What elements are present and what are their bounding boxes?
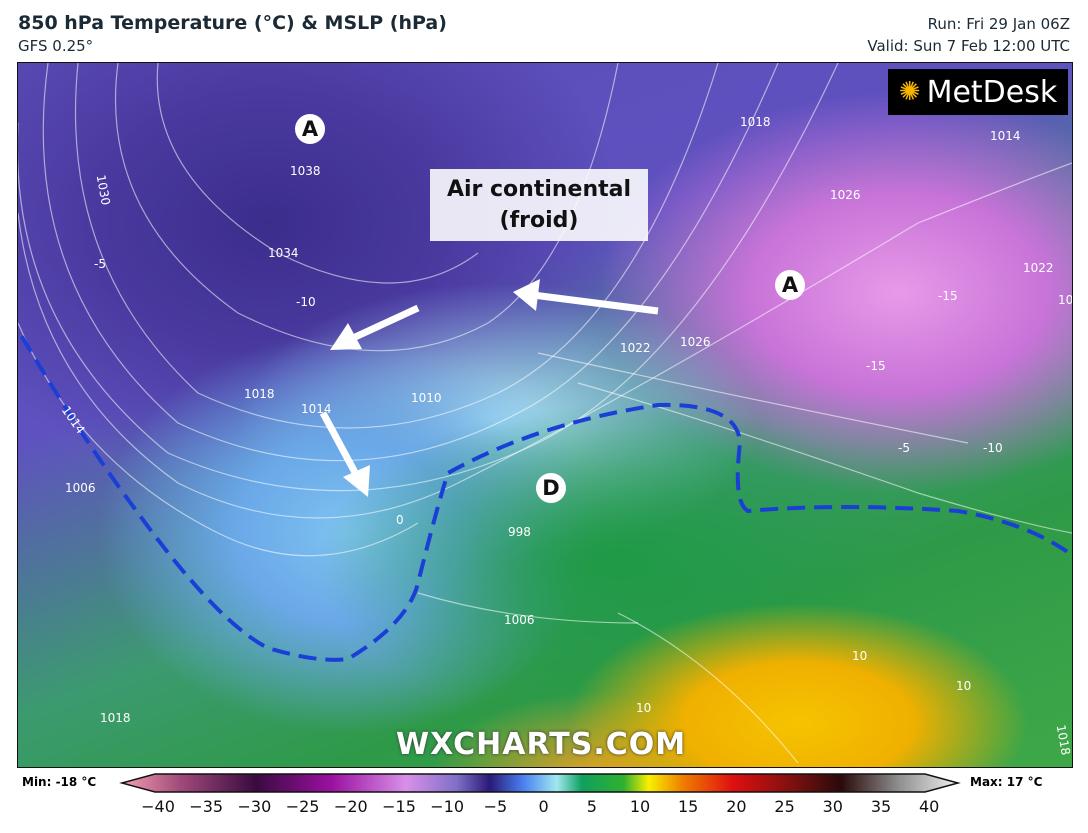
colorbar-tick-label: −30 [237,797,272,816]
callout-line2: (froid) [499,208,579,233]
temp-label: 0 [396,513,404,527]
isobar-label: 1022 [1023,261,1054,275]
isobar-label: 1006 [65,481,96,495]
weather-map: ✺ MetDesk Air continental (froid) A A D 1… [17,62,1073,768]
colorbar-tick-label: 25 [774,797,795,816]
air-mass-callout: Air continental (froid) [430,169,648,241]
isobar-label: 1026 [1058,293,1073,307]
temp-label: -5 [898,441,910,455]
colorbar-tick-label: 30 [822,797,843,816]
colorbar-tick-label: −10 [430,797,465,816]
temp-label: -15 [938,289,958,303]
high-pressure-marker: A [775,270,805,300]
colorbar-tick-label: −15 [382,797,416,816]
isobar-label: 1006 [504,613,535,627]
colorbar-tick-label: 35 [870,797,892,816]
isobar-label: 1022 [620,341,651,355]
isobar-label: 1014 [990,129,1021,143]
isobar-label: 1034 [268,246,299,260]
colorbar-tick-label: 10 [629,797,651,816]
isobar-label: 1018 [100,711,131,725]
colorbar-tick-label: −35 [189,797,224,816]
colorbar-tick-label: 5 [586,797,597,816]
colorbar [119,773,961,793]
colorbar-tick-label: −20 [333,797,368,816]
temp-label: -10 [983,441,1003,455]
colorbar-tick-label: 40 [919,797,940,816]
temp-label: 10 [636,701,652,715]
colorbar-tick-label: 15 [678,797,699,816]
callout-line1: Air continental [446,177,632,202]
watermark: WXCHARTS.COM [396,727,687,762]
run-label: Run: Fri 29 Jan 06Z [927,15,1070,33]
burst-icon: ✺ [898,77,921,107]
model-label: GFS 0.25° [18,37,94,55]
isobar-label: 1038 [290,164,321,178]
isobar-label: 1026 [830,188,861,202]
colorbar-tick-label: −25 [285,797,320,816]
metdesk-logo: ✺ MetDesk [888,69,1068,115]
front-line [18,326,1072,662]
isobar-label: 998 [508,525,531,539]
colorbar-tick-label: 20 [726,797,747,816]
temp-label: 10 [852,649,868,663]
min-label: Min: -18 °C [22,775,97,789]
colorbar-tick-label: −5 [483,797,508,816]
map-overlay [18,63,1072,764]
low-pressure-marker: D [536,473,566,503]
colorbar-tick-label: 0 [538,797,549,816]
max-label: Max: 17 °C [970,775,1043,789]
high-pressure-marker: A [295,114,325,144]
isobars [18,63,1072,764]
temp-label: -5 [94,257,106,271]
temp-label: 10 [956,679,972,693]
temp-label: -15 [866,359,886,373]
colorbar-scale [119,773,961,793]
isobar-label: 1010 [411,391,442,405]
isobar-label: 1014 [301,402,332,416]
logo-text: MetDesk [926,74,1058,110]
isobar-label: 1018 [740,115,771,129]
isobar-label: 1018 [244,387,275,401]
valid-label: Valid: Sun 7 Feb 12:00 UTC [867,37,1070,55]
arrows [319,279,659,497]
temp-label: -10 [296,295,316,309]
colorbar-tick-label: −40 [141,797,175,816]
chart-title: 850 hPa Temperature (°C) & MSLP (hPa) [18,12,447,34]
isobar-label: 1026 [680,335,711,349]
